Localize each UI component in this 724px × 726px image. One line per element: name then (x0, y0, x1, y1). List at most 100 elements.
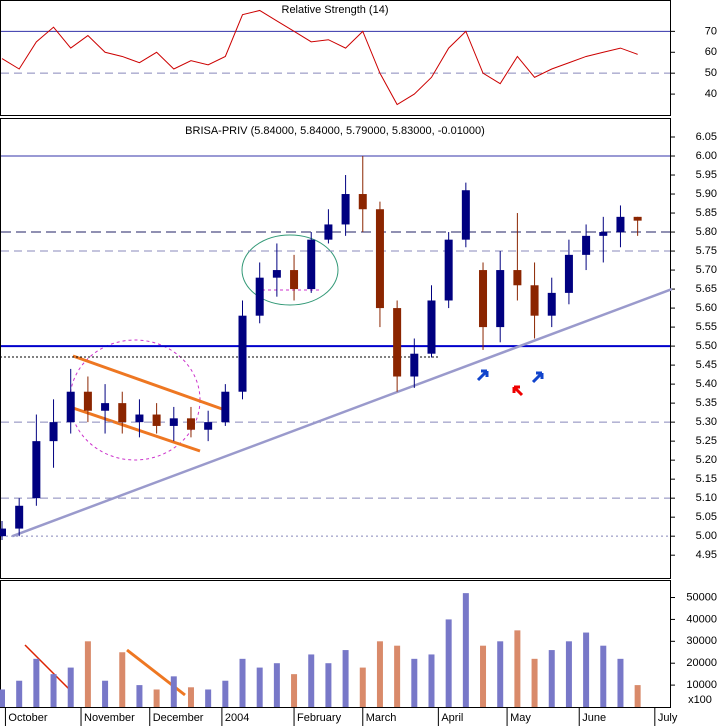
y-tick-label: 5.40 (696, 378, 717, 390)
candle-body (238, 315, 247, 392)
price-frame (0, 118, 671, 579)
volume-bar (583, 632, 590, 707)
y-tick-label: 5.65 (696, 283, 717, 295)
y-tick-label: 5.25 (696, 435, 717, 447)
candle-body (427, 300, 436, 354)
candle-body (547, 292, 556, 316)
x-tick-label: March (366, 712, 397, 724)
volume-bar (325, 663, 332, 707)
candle-body (221, 391, 230, 423)
consolidation-circle (241, 234, 339, 306)
candle-body (32, 441, 41, 499)
volume-bar (273, 663, 280, 707)
y-tick-label: 5.10 (696, 492, 717, 504)
y-tick-label: 5.00 (696, 530, 717, 542)
candle-body (255, 277, 264, 316)
volume-bar (308, 654, 315, 707)
x-tick-label: 2004 (225, 712, 249, 724)
volume-bar (205, 689, 212, 707)
trendline (11, 287, 673, 538)
volume-bar (222, 680, 229, 707)
volume-bar (16, 680, 23, 707)
annotations (0, 234, 544, 697)
y-tick-label: 5.80 (696, 226, 717, 238)
y-tick-label: 50000 (686, 591, 717, 603)
volume-bar (136, 685, 143, 707)
candle-body (49, 422, 58, 442)
y-tick-label: 5.35 (696, 397, 717, 409)
y-tick-label: 5.20 (696, 454, 717, 466)
y-tick-label: 70 (705, 25, 717, 37)
y-tick-label: 5.75 (696, 245, 717, 257)
y-tick-label: 4.95 (696, 549, 717, 561)
arrow-blue-1 (476, 369, 489, 382)
candle-body (272, 270, 281, 278)
candle-body (341, 194, 350, 225)
y-tick-label: 30000 (686, 635, 717, 647)
candle-body (479, 270, 488, 328)
candle-body (444, 239, 453, 301)
candle-body (169, 418, 178, 426)
candle-body (410, 353, 419, 377)
volume-bar (102, 680, 109, 707)
candle-body (152, 414, 161, 426)
arrow-red (512, 385, 524, 397)
volume-bar (342, 650, 349, 707)
volume-bar (548, 650, 555, 707)
candle-body (204, 422, 213, 430)
x-tick-label: October (8, 712, 47, 724)
volume-bar (256, 667, 263, 707)
candle-body (290, 270, 299, 290)
volume-bar (428, 654, 435, 707)
x-tick-label: December (153, 712, 204, 724)
x-tick-label: November (84, 712, 135, 724)
volume-bar (376, 641, 383, 707)
y-tick-label: 5.55 (696, 321, 717, 333)
candle-body (633, 216, 642, 221)
candle-body (135, 414, 144, 423)
candle-body (375, 209, 384, 309)
volume-bar (50, 674, 57, 707)
candle-body (530, 285, 539, 316)
candle-body (616, 216, 625, 233)
candle-body (513, 270, 522, 286)
price-title: BRISA-PRIV (5.84000, 5.84000, 5.79000, 5… (185, 125, 485, 137)
y-tick-label: 5.90 (696, 188, 717, 200)
x-tick-label: April (441, 712, 463, 724)
y-tick-label: 5.30 (696, 416, 717, 428)
y-tick-label: 5.45 (696, 359, 717, 371)
y-tick-label: 6.05 (696, 131, 717, 143)
y-tick-label: 5.70 (696, 264, 717, 276)
unit-label: x100 (688, 694, 712, 706)
y-tick-label: 5.05 (696, 511, 717, 523)
candle-body (118, 403, 127, 423)
candle-body (496, 270, 505, 328)
volume-bar (33, 658, 40, 707)
candle-body (582, 235, 591, 255)
x-tick-label: June (582, 712, 606, 724)
y-tick-label: 60 (705, 46, 717, 58)
y-tick-label: 40000 (686, 613, 717, 625)
volume-bar (531, 658, 538, 707)
y-tick-label: 20000 (686, 657, 717, 669)
volume-bar (514, 630, 521, 707)
candle-body (186, 418, 195, 430)
y-tick-label: 10000 (686, 679, 717, 691)
candle-body (307, 239, 316, 290)
candle-body (599, 232, 608, 236)
candle-body (0, 528, 6, 537)
volume-bar (170, 676, 177, 707)
volume-bar (291, 674, 298, 707)
volume-bar (187, 687, 194, 707)
volume-bar (67, 667, 74, 707)
volume-bar (239, 658, 246, 707)
volume-bar (119, 652, 126, 707)
y-tick-label: 6.00 (696, 150, 717, 162)
volume-bar (445, 619, 452, 707)
y-tick-label: 5.95 (696, 169, 717, 181)
volume-bar (394, 645, 401, 707)
volume-bar (617, 658, 624, 707)
candle-body (66, 391, 75, 423)
volume-trend-1 (24, 644, 71, 691)
